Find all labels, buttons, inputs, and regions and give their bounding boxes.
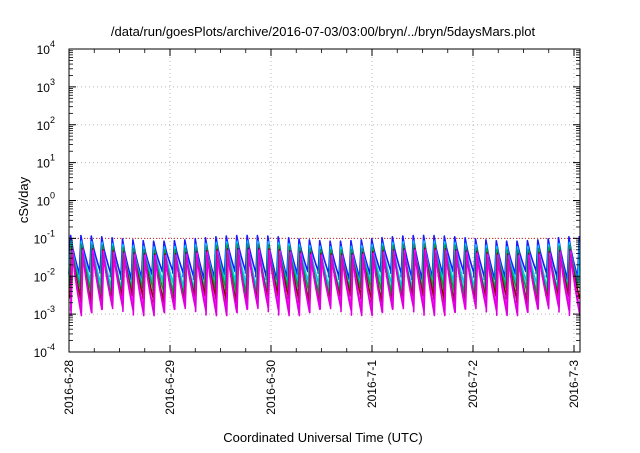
ticks <box>68 48 580 353</box>
y-tick-labels: 10-4 10-3 10-2 10-1 100 101 102 103 104 <box>34 39 55 360</box>
x-tick-label: 2016-7-2 <box>466 360 480 408</box>
y-tick-label: 10-2 <box>34 266 55 284</box>
x-tick-label: 2016-6-29 <box>163 360 177 415</box>
series-line <box>70 252 581 317</box>
y-tick-label: 104 <box>37 39 55 57</box>
grid <box>69 49 580 352</box>
y-tick-label: 103 <box>37 77 55 95</box>
y-axis-label: cSv/day <box>16 176 31 223</box>
x-tick-label: 2016-6-30 <box>264 360 278 415</box>
x-tick-label: 2016-7-3 <box>567 360 581 408</box>
series-group <box>68 234 581 317</box>
y-tick-label: 102 <box>37 115 55 133</box>
y-tick-label: 100 <box>37 191 55 209</box>
y-tick-label: 101 <box>37 153 55 171</box>
x-axis-label: Coordinated Universal Time (UTC) <box>223 430 422 445</box>
x-tick-labels: 2016-6-28 2016-6-29 2016-6-30 2016-7-1 2016-… <box>62 360 581 415</box>
y-tick-label: 10-1 <box>34 228 55 246</box>
y-tick-label: 10-3 <box>34 304 55 322</box>
y-tick-label: 10-4 <box>34 342 55 360</box>
x-tick-label: 2016-6-28 <box>62 360 76 415</box>
chart-title: /data/run/goesPlots/archive/2016-07-03/0… <box>111 24 536 39</box>
x-tick-label: 2016-7-1 <box>365 360 379 408</box>
